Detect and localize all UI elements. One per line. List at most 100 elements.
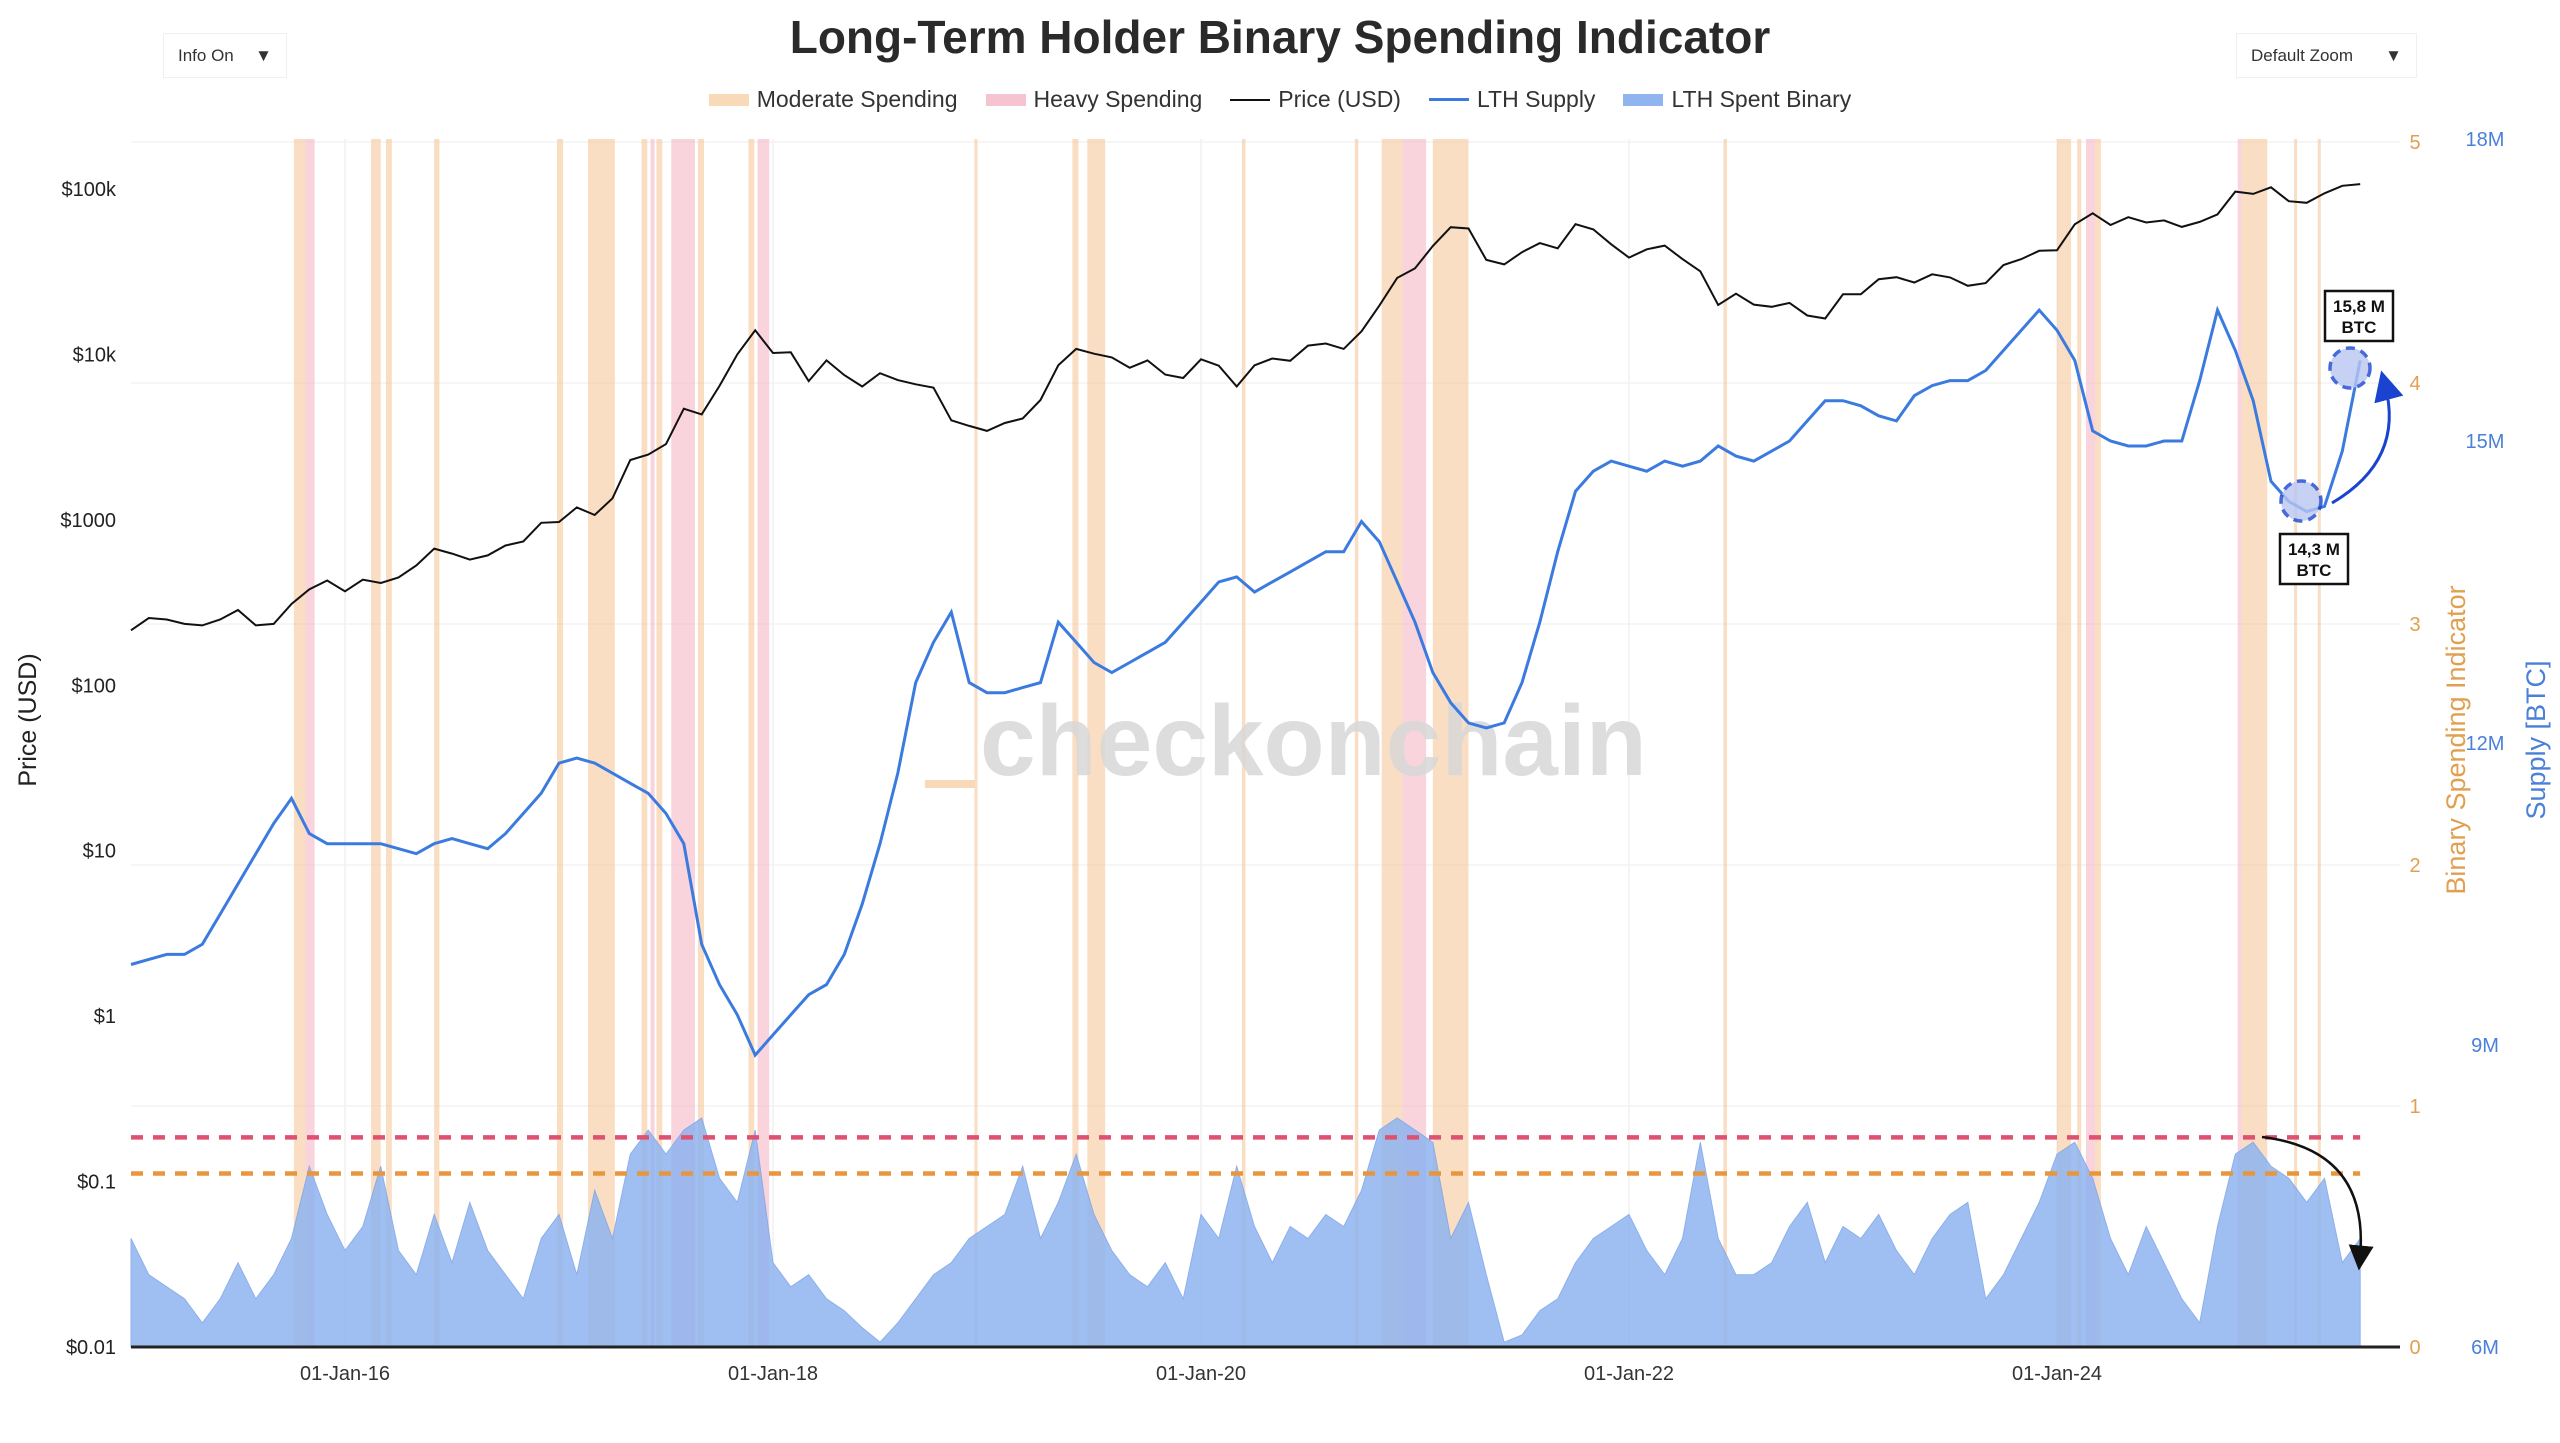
legend-label: LTH Supply (1476, 86, 1596, 112)
price-line (130, 183, 2361, 632)
spending-band-moderate (1381, 139, 1403, 1347)
binary-area-path (130, 1117, 2361, 1348)
y-left-tick-label: $100k (62, 179, 117, 201)
spending-band-moderate (1241, 139, 1246, 1347)
watermark: checkonchain (925, 685, 1647, 797)
spending-band-moderate (2095, 139, 2101, 1347)
spending-band-moderate (293, 139, 306, 1347)
caret-down-icon: ▼ (255, 45, 272, 65)
chart-title: Long-Term Holder Binary Spending Indicat… (789, 11, 1771, 63)
legend-swatch (708, 93, 749, 106)
spending-band-moderate (2077, 139, 2082, 1347)
spending-band-moderate (1432, 139, 1469, 1347)
spending-band-moderate (748, 139, 755, 1347)
y-binary-tick-label: 1 (2409, 1096, 2420, 1118)
spending-band-moderate (371, 139, 381, 1347)
y-supply-tick-label: 6M (2471, 1337, 2499, 1359)
spending-band-heavy (2237, 139, 2242, 1347)
spending-band-moderate (556, 139, 564, 1347)
info-dropdown-label: Info On (178, 45, 234, 65)
y-left-axis-title: Price (USD) (14, 653, 42, 786)
legend-swatch (1428, 98, 1469, 101)
y-binary-axis-title: Binary Spending Indicator (2441, 585, 2471, 894)
annotations: 15,8 M BTC 14,3 M BTC (2261, 289, 2404, 1271)
y-supply-tick-label: 15M (2466, 431, 2505, 453)
x-tick-label: 01-Jan-18 (728, 1363, 818, 1385)
legend-item-heavy[interactable]: Heavy Spending (985, 86, 1203, 113)
y-left-tick-label: $100 (72, 675, 117, 697)
highlight-circle (2279, 479, 2323, 523)
legend-label: Heavy Spending (1033, 86, 1203, 112)
legend-swatch (985, 93, 1026, 106)
spending-band-moderate (697, 139, 705, 1347)
y-binary-tick-label: 3 (2409, 614, 2420, 636)
y-left-tick-label: $0.1 (77, 1172, 116, 1194)
legend-label: Moderate Spending (756, 86, 958, 112)
x-tick-label: 01-Jan-22 (1584, 1363, 1674, 1385)
annotation-text: 15,8 M (2333, 297, 2385, 316)
annotation-text: BTC (2342, 318, 2377, 337)
y-binary-tick-label: 2 (2409, 855, 2420, 877)
y-supply-tick-label: 18M (2466, 129, 2505, 151)
y-left-tick-label: $0.01 (66, 1337, 116, 1359)
y-supply-axis-title: Supply [BTC] (2521, 660, 2551, 819)
lth-supply-line (130, 305, 2362, 1058)
arrow-supply-increase (2331, 370, 2404, 505)
annotation-box (2323, 289, 2395, 343)
spending-band-moderate (1087, 139, 1106, 1347)
legend-item-supply[interactable]: LTH Supply (1428, 86, 1596, 113)
x-tick-label: 01-Jan-24 (2012, 1363, 2102, 1385)
arrow-binary-decline (2261, 1135, 2374, 1271)
spending-band-heavy (2085, 139, 2096, 1347)
spending-band-moderate (641, 139, 648, 1347)
annotation-text: BTC (2297, 561, 2332, 580)
annotation-text: 14,3 M (2288, 540, 2340, 559)
spending-band-moderate (656, 139, 663, 1347)
y-binary-tick-label: 5 (2409, 132, 2420, 154)
y-supply-tick-label: 12M (2466, 733, 2505, 755)
thresholds (131, 1135, 2361, 1176)
y-left-tick-label: $1000 (60, 510, 116, 532)
legend-item-binary[interactable]: LTH Spent Binary (1623, 86, 1851, 113)
spending-band-moderate (1354, 139, 1359, 1347)
y-supply-tick-label: 9M (2471, 1035, 2499, 1057)
spending-band-moderate (2057, 139, 2072, 1347)
spending-band-heavy (757, 139, 770, 1347)
info-dropdown[interactable]: Info On ▼ (163, 33, 287, 78)
spending-band-moderate (974, 139, 978, 1347)
y-binary-tick-label: 0 (2409, 1337, 2420, 1359)
spending-band-heavy (1402, 139, 1427, 1347)
spending-band-heavy (671, 139, 695, 1347)
spending-band-moderate (385, 139, 392, 1347)
spending-band-moderate (2294, 139, 2298, 1347)
binary-area (130, 1117, 2361, 1348)
legend-label: Price (USD) (1278, 86, 1401, 112)
spending-bands (293, 139, 2321, 1347)
x-tick-label: 01-Jan-20 (1156, 1363, 1246, 1385)
y-left-tick-label: $10 (83, 841, 116, 863)
y-left-tick-label: $10k (73, 344, 117, 366)
annotation-box (2278, 532, 2350, 586)
spending-band-moderate (587, 139, 615, 1347)
y-binary-tick-label: 4 (2409, 373, 2420, 395)
legend-swatch (1230, 98, 1271, 101)
spending-band-heavy (650, 139, 655, 1347)
legend-label: LTH Spent Binary (1671, 86, 1852, 112)
caret-down-icon: ▼ (2385, 45, 2402, 65)
y-left-tick-label: $1 (94, 1006, 116, 1028)
zoom-dropdown[interactable]: Default Zoom ▼ (2236, 33, 2417, 78)
legend-item-price[interactable]: Price (USD) (1230, 86, 1401, 113)
x-tick-label: 01-Jan-16 (300, 1363, 390, 1385)
watermark-text: checkonchain (980, 685, 1647, 797)
highlight-circle (2328, 346, 2372, 390)
spending-band-moderate (1723, 139, 1727, 1347)
spending-band-moderate (434, 139, 440, 1347)
zoom-dropdown-label: Default Zoom (2251, 45, 2354, 65)
legend-item-moderate[interactable]: Moderate Spending (708, 86, 958, 113)
spending-band-moderate (1072, 139, 1079, 1347)
legend-swatch (1623, 93, 1664, 106)
spending-band-heavy (305, 139, 315, 1347)
legend: Moderate Spending Heavy Spending Price (… (0, 86, 2560, 113)
spending-band-moderate (2317, 139, 2321, 1347)
